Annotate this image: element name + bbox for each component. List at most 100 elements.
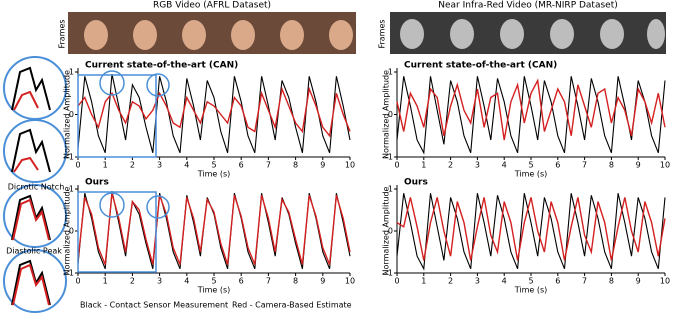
legend-entry: Red - Camera-Based Estimate: [232, 301, 352, 310]
zoom-trace: [13, 156, 39, 173]
y-tick-label: -1: [385, 269, 393, 278]
y-tick-label: -1: [385, 153, 393, 162]
x-tick-label: 0: [75, 161, 80, 170]
annotation: Dicrotic Notch: [8, 183, 65, 192]
y-tick-label: 0: [388, 227, 393, 236]
x-tick-label: 7: [582, 277, 587, 286]
zoom-trace: [12, 263, 50, 306]
x-tick-label: 7: [266, 161, 271, 170]
x-tick-label: 2: [448, 161, 453, 170]
x-axis-label: Time (s): [514, 170, 548, 179]
x-tick-label: 3: [157, 161, 162, 170]
x-tick-label: 0: [394, 161, 399, 170]
x-tick-label: 7: [266, 277, 271, 286]
panel-title: RGB Video (AFRL Dataset): [153, 1, 271, 11]
highlight-box: [77, 191, 157, 273]
x-tick-label: 5: [528, 277, 533, 286]
face: [280, 20, 304, 50]
x-tick-label: 2: [130, 277, 135, 286]
y-tick-label: 1: [388, 185, 393, 194]
zoom-trace: [12, 198, 50, 241]
x-axis-label: Time (s): [197, 286, 231, 295]
y-tick-label: 1: [69, 185, 74, 194]
series-line: [77, 193, 351, 265]
x-tick-label: 9: [636, 161, 641, 170]
face: [329, 20, 353, 50]
frames-label: Frames: [378, 19, 387, 48]
highlight-circle: [146, 195, 170, 219]
y-tick-label: 1: [388, 68, 393, 77]
x-tick-label: 4: [184, 277, 189, 286]
y-tick-label: -1: [66, 269, 74, 278]
highlight-circle: [146, 73, 170, 97]
face: [400, 19, 424, 49]
face: [550, 19, 574, 49]
highlight-circle: [99, 70, 125, 96]
chart-title: Ours: [404, 178, 428, 188]
frame-strip: [390, 12, 666, 54]
x-tick-label: 9: [320, 277, 325, 286]
x-tick-label: 1: [421, 277, 426, 286]
x-tick-label: 3: [475, 161, 480, 170]
y-tick-label: -1: [66, 153, 74, 162]
x-tick-label: 2: [448, 277, 453, 286]
series-line: [396, 78, 666, 141]
y-axis-label: Normalized Amplitude: [63, 70, 72, 159]
x-tick-label: 0: [75, 277, 80, 286]
x-tick-label: 8: [293, 277, 298, 286]
x-tick-label: 9: [636, 277, 641, 286]
x-tick-label: 5: [211, 277, 216, 286]
zoom-trace: [11, 66, 51, 111]
x-tick-label: 5: [211, 161, 216, 170]
annotation: Diastolic Peak: [6, 247, 62, 256]
chart-title: Ours: [85, 178, 109, 188]
series-line: [77, 190, 351, 270]
x-tick-label: 5: [528, 161, 533, 170]
y-axis-label: Normalized Amplitude: [63, 186, 72, 275]
x-tick-label: 8: [609, 161, 614, 170]
x-tick-label: 10: [660, 277, 670, 286]
series-line: [396, 197, 666, 261]
face: [182, 20, 206, 50]
legend-entry: Black - Contact Sensor Measurement: [80, 301, 228, 310]
zoom-insets: [3, 56, 67, 313]
x-tick-label: 10: [660, 161, 670, 170]
y-tick-label: 0: [69, 110, 74, 119]
x-tick-label: 9: [320, 161, 325, 170]
series-line: [396, 193, 666, 271]
x-tick-label: 6: [239, 277, 244, 286]
x-tick-label: 1: [421, 161, 426, 170]
x-tick-label: 6: [555, 161, 560, 170]
x-tick-label: 1: [103, 277, 108, 286]
y-tick-label: 1: [69, 68, 74, 77]
highlight-box: [77, 74, 157, 158]
frames-label: Frames: [58, 19, 67, 48]
face: [84, 20, 108, 50]
x-tick-label: 7: [582, 161, 587, 170]
y-axis-label: Normalized Amplitude: [382, 186, 391, 275]
face: [231, 20, 255, 50]
x-tick-label: 6: [239, 161, 244, 170]
face: [600, 19, 624, 49]
nir-frames: [390, 12, 666, 54]
x-tick-label: 6: [555, 277, 560, 286]
highlight-circle: [99, 192, 125, 218]
zoom-trace: [11, 128, 51, 173]
x-tick-label: 4: [184, 161, 189, 170]
y-tick-label: 0: [69, 227, 74, 236]
y-axis-label: Normalized Amplitude: [382, 70, 391, 159]
x-tick-label: 1: [103, 161, 108, 170]
x-tick-label: 10: [345, 161, 355, 170]
series-line: [77, 73, 351, 154]
series-line: [77, 86, 351, 138]
x-tick-label: 3: [475, 277, 480, 286]
x-tick-label: 3: [157, 277, 162, 286]
x-tick-label: 10: [345, 277, 355, 286]
zoom-trace: [13, 90, 39, 111]
x-tick-label: 8: [609, 277, 614, 286]
panel-title: Near Infra-Red Video (MR-NIRP Dataset): [438, 1, 617, 11]
chart-title: Current state-of-the-art (CAN): [404, 61, 557, 71]
x-tick-label: 4: [502, 161, 507, 170]
y-tick-label: 0: [388, 110, 393, 119]
